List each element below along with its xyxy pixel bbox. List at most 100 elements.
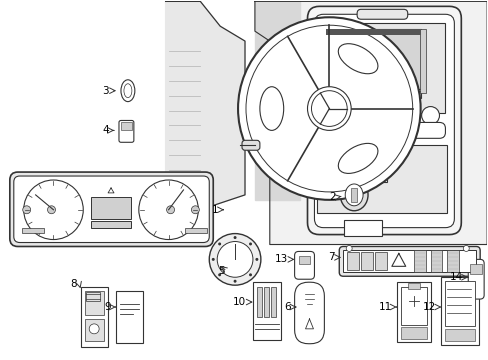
Bar [447, 251, 458, 272]
FancyBboxPatch shape [314, 14, 453, 228]
Circle shape [139, 180, 198, 239]
Bar [469, 264, 481, 274]
Circle shape [218, 242, 221, 246]
Text: 7: 7 [327, 252, 334, 262]
Ellipse shape [345, 184, 362, 206]
FancyBboxPatch shape [242, 140, 259, 150]
Bar [396, 282, 429, 342]
Bar [252, 282, 280, 340]
Bar [325, 29, 420, 35]
Circle shape [462, 246, 468, 251]
Circle shape [245, 25, 412, 192]
Circle shape [166, 206, 174, 214]
Bar [400, 287, 426, 325]
Polygon shape [254, 1, 486, 244]
Ellipse shape [338, 44, 377, 74]
Bar [317, 145, 447, 213]
Circle shape [47, 206, 55, 214]
Ellipse shape [338, 143, 377, 174]
Bar [91, 197, 131, 219]
FancyBboxPatch shape [10, 172, 213, 247]
Bar [85, 291, 104, 315]
FancyBboxPatch shape [468, 260, 483, 299]
Circle shape [22, 206, 31, 214]
Circle shape [238, 17, 420, 200]
Ellipse shape [123, 84, 132, 98]
Bar [419, 29, 425, 93]
Circle shape [248, 273, 251, 276]
Bar [441, 277, 478, 345]
Circle shape [307, 87, 350, 130]
Circle shape [89, 324, 99, 334]
Text: 1: 1 [211, 205, 218, 215]
Bar [256, 287, 262, 317]
Text: 10: 10 [232, 297, 245, 307]
Bar [264, 287, 268, 317]
Circle shape [211, 258, 214, 261]
Bar [325, 91, 420, 98]
Bar [400, 327, 426, 339]
Text: 5: 5 [218, 266, 224, 276]
Text: 14: 14 [449, 272, 462, 282]
Text: 9: 9 [104, 302, 111, 312]
Bar [21, 228, 43, 233]
Ellipse shape [259, 87, 283, 130]
Text: 12: 12 [423, 302, 436, 312]
Polygon shape [254, 1, 299, 200]
Circle shape [217, 242, 252, 277]
Polygon shape [165, 1, 244, 210]
Bar [374, 252, 386, 270]
Circle shape [209, 234, 260, 285]
FancyBboxPatch shape [356, 9, 407, 19]
Text: 3: 3 [102, 86, 109, 96]
Ellipse shape [121, 80, 135, 102]
Circle shape [358, 107, 376, 125]
Bar [445, 281, 474, 326]
FancyBboxPatch shape [294, 282, 324, 344]
Bar [413, 251, 425, 272]
Circle shape [255, 258, 258, 261]
Text: 13: 13 [274, 255, 287, 264]
Ellipse shape [340, 179, 367, 211]
Bar [339, 160, 386, 182]
Bar [81, 287, 108, 347]
Bar [350, 188, 356, 202]
Bar [343, 251, 475, 272]
Circle shape [248, 242, 251, 246]
Bar [346, 252, 358, 270]
Circle shape [327, 107, 346, 125]
Bar [319, 29, 325, 93]
Circle shape [233, 236, 236, 239]
Circle shape [389, 107, 407, 125]
Text: 8: 8 [71, 279, 77, 289]
Text: 11: 11 [378, 302, 391, 312]
Bar [429, 251, 442, 272]
FancyBboxPatch shape [319, 122, 445, 138]
Circle shape [346, 246, 351, 251]
Text: 2: 2 [329, 192, 336, 202]
Bar [298, 256, 310, 264]
Circle shape [218, 273, 221, 276]
Circle shape [421, 107, 439, 125]
Bar [86, 292, 100, 301]
Text: 4: 4 [102, 125, 109, 135]
FancyBboxPatch shape [14, 176, 209, 243]
FancyBboxPatch shape [339, 247, 479, 276]
FancyBboxPatch shape [294, 251, 314, 279]
Bar [344, 220, 381, 235]
Bar [407, 283, 419, 289]
Bar [116, 291, 142, 343]
Bar [325, 29, 420, 89]
Bar [185, 228, 207, 233]
Bar [360, 252, 372, 270]
Bar [85, 319, 104, 341]
Circle shape [191, 206, 199, 214]
Bar [270, 287, 275, 317]
Circle shape [24, 180, 83, 239]
FancyBboxPatch shape [119, 121, 134, 142]
FancyBboxPatch shape [307, 6, 460, 235]
Circle shape [233, 280, 236, 283]
Text: 6: 6 [284, 302, 290, 312]
Bar [121, 122, 132, 130]
Bar [319, 23, 445, 113]
